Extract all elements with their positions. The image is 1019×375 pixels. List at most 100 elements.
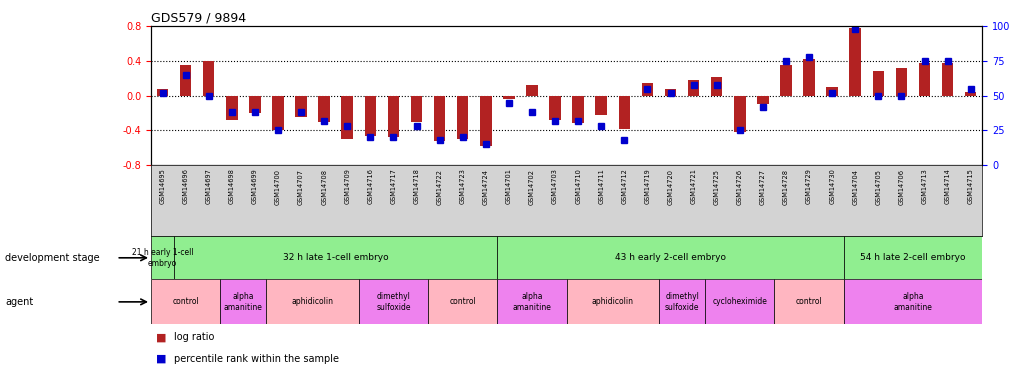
Bar (641, 82, 652, 96)
Text: GSM14727: GSM14727 (759, 168, 765, 204)
Bar (572, 96, 583, 123)
Text: 54 h late 2-cell embryo: 54 h late 2-cell embryo (859, 254, 965, 262)
Text: GSM14724: GSM14724 (482, 168, 488, 204)
Text: GSM14709: GSM14709 (343, 168, 350, 204)
Text: aphidicolin: aphidicolin (291, 297, 333, 306)
Bar (780, 65, 791, 96)
Text: GSM14716: GSM14716 (367, 168, 373, 204)
Bar (871, 71, 883, 96)
Bar (318, 96, 329, 122)
Bar (157, 89, 168, 96)
Bar (151, 279, 220, 324)
Text: GSM14713: GSM14713 (920, 168, 926, 204)
Text: GSM14711: GSM14711 (598, 168, 603, 204)
Text: GSM14723: GSM14723 (460, 168, 466, 204)
Bar (843, 236, 981, 279)
Bar (359, 279, 428, 324)
Text: GSM14699: GSM14699 (252, 168, 258, 204)
Text: GSM14701: GSM14701 (505, 168, 512, 204)
Text: control: control (172, 297, 199, 306)
Text: alpha
amanitine: alpha amanitine (223, 292, 263, 312)
Text: GSM14703: GSM14703 (551, 168, 557, 204)
Bar (364, 96, 376, 136)
Bar (249, 96, 261, 113)
Text: GSM14726: GSM14726 (736, 168, 742, 204)
Bar (734, 96, 745, 132)
Bar (226, 96, 237, 120)
Text: GSM14720: GSM14720 (666, 168, 673, 204)
Bar (704, 279, 773, 324)
Text: GSM14698: GSM14698 (228, 168, 234, 204)
Bar (803, 59, 814, 96)
Bar (433, 96, 445, 141)
Bar (918, 63, 929, 96)
Bar (272, 96, 283, 130)
Text: 21 h early 1-cell
embryо: 21 h early 1-cell embryо (131, 248, 194, 267)
Text: log ratio: log ratio (174, 332, 215, 342)
Text: alpha
amanitine: alpha amanitine (512, 292, 551, 312)
Bar (294, 96, 307, 117)
Bar (687, 80, 699, 96)
Text: 32 h late 1-cell embryo: 32 h late 1-cell embryo (282, 254, 388, 262)
Text: GSM14710: GSM14710 (575, 168, 581, 204)
Bar (203, 61, 214, 96)
Text: dimethyl
sulfoxide: dimethyl sulfoxide (376, 292, 411, 312)
Bar (497, 279, 567, 324)
Text: control: control (449, 297, 476, 306)
Bar (526, 85, 537, 96)
Text: GSM14706: GSM14706 (898, 168, 904, 204)
Text: GSM14715: GSM14715 (967, 168, 973, 204)
Bar (756, 96, 768, 104)
Bar (664, 89, 676, 96)
Text: agent: agent (5, 297, 34, 307)
Bar (825, 87, 838, 96)
Text: GDS579 / 9894: GDS579 / 9894 (151, 11, 246, 24)
Bar (595, 96, 606, 115)
Bar (895, 68, 906, 96)
Text: development stage: development stage (5, 253, 100, 263)
Text: GSM14697: GSM14697 (206, 168, 212, 204)
Text: GSM14704: GSM14704 (852, 168, 857, 204)
Bar (480, 96, 491, 146)
Text: GSM14714: GSM14714 (944, 168, 950, 204)
Text: cycloheximide: cycloheximide (711, 297, 766, 306)
Text: GSM14722: GSM14722 (436, 168, 442, 204)
Bar (428, 279, 497, 324)
Text: GSM14696: GSM14696 (182, 168, 189, 204)
Text: percentile rank within the sample: percentile rank within the sample (174, 354, 339, 364)
Bar (457, 96, 468, 139)
Text: GSM14730: GSM14730 (828, 168, 835, 204)
Bar (341, 96, 353, 139)
Text: GSM14725: GSM14725 (713, 168, 719, 204)
Text: GSM14719: GSM14719 (644, 168, 650, 204)
Bar (941, 63, 953, 96)
Text: alpha
amanitine: alpha amanitine (893, 292, 931, 312)
Text: GSM14700: GSM14700 (275, 168, 280, 204)
Bar (502, 96, 515, 99)
Bar (618, 96, 630, 129)
Text: dimethyl
sulfoxide: dimethyl sulfoxide (664, 292, 699, 312)
Bar (773, 279, 843, 324)
Bar (658, 279, 704, 324)
Bar (411, 96, 422, 122)
Text: ■: ■ (156, 332, 166, 342)
Bar (843, 279, 981, 324)
Text: GSM14707: GSM14707 (298, 168, 304, 204)
Text: GSM14717: GSM14717 (390, 168, 396, 204)
Bar (567, 279, 658, 324)
Text: aphidicolin: aphidicolin (591, 297, 633, 306)
Bar (497, 236, 843, 279)
Bar (710, 76, 721, 96)
Bar (549, 96, 560, 120)
Text: ■: ■ (156, 354, 166, 364)
Text: GSM14721: GSM14721 (690, 168, 696, 204)
Bar (174, 236, 497, 279)
Bar (179, 65, 192, 96)
Bar (151, 236, 174, 279)
Bar (964, 92, 975, 96)
Text: control: control (795, 297, 821, 306)
Text: GSM14712: GSM14712 (621, 168, 627, 204)
Text: 43 h early 2-cell embryo: 43 h early 2-cell embryo (614, 254, 726, 262)
Text: GSM14705: GSM14705 (874, 168, 880, 204)
Text: GSM14728: GSM14728 (783, 168, 789, 204)
